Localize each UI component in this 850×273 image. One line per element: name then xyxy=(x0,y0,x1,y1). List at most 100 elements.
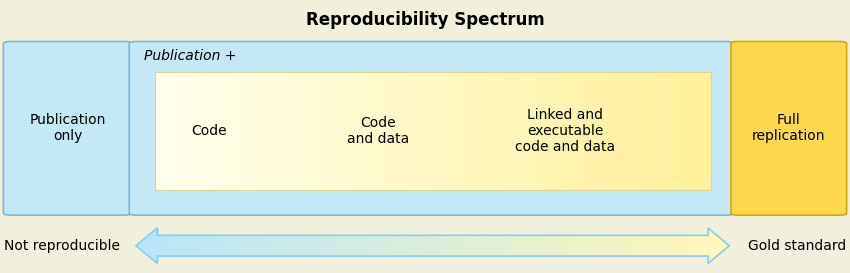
Bar xyxy=(361,235,365,256)
Bar xyxy=(652,72,654,190)
Bar xyxy=(258,235,262,256)
Bar xyxy=(581,72,584,190)
Bar xyxy=(179,235,183,256)
Bar xyxy=(704,72,706,190)
Bar xyxy=(235,235,238,256)
Bar xyxy=(235,72,237,190)
Bar xyxy=(467,235,469,256)
Bar xyxy=(381,72,383,190)
Bar xyxy=(156,72,159,190)
Bar xyxy=(411,235,414,256)
Bar xyxy=(440,235,444,256)
Bar xyxy=(650,235,653,256)
Bar xyxy=(676,235,679,256)
Bar xyxy=(173,235,177,256)
Bar xyxy=(490,72,493,190)
Bar xyxy=(415,235,417,256)
Bar xyxy=(689,72,691,190)
Bar xyxy=(203,72,205,190)
Bar xyxy=(609,235,611,256)
Bar xyxy=(597,235,599,256)
Bar xyxy=(507,72,510,190)
Bar xyxy=(286,235,289,256)
Bar xyxy=(706,72,708,190)
Bar xyxy=(251,235,253,256)
Bar xyxy=(249,72,252,190)
Bar xyxy=(207,235,210,256)
Bar xyxy=(274,72,275,190)
Bar xyxy=(308,235,311,256)
Bar xyxy=(244,72,246,190)
Bar xyxy=(263,235,265,256)
Bar xyxy=(506,72,507,190)
Bar xyxy=(449,235,451,256)
Bar xyxy=(516,235,518,256)
Bar xyxy=(252,72,253,190)
Bar xyxy=(349,72,352,190)
Bar xyxy=(155,72,157,190)
Bar xyxy=(193,235,196,256)
Bar xyxy=(247,72,250,190)
Bar xyxy=(553,235,556,256)
Bar xyxy=(678,72,680,190)
Bar xyxy=(480,235,483,256)
Bar xyxy=(572,72,575,190)
Bar xyxy=(264,72,266,190)
Bar xyxy=(142,241,145,251)
Bar xyxy=(487,72,490,190)
Bar xyxy=(476,235,479,256)
Bar xyxy=(231,235,234,256)
Bar xyxy=(425,235,428,256)
Bar xyxy=(393,235,396,256)
Bar xyxy=(525,235,529,256)
Bar xyxy=(422,72,424,190)
Bar xyxy=(559,72,562,190)
Bar xyxy=(192,72,194,190)
Bar xyxy=(630,72,632,190)
Text: Linked and
executable
code and data: Linked and executable code and data xyxy=(515,108,615,154)
Bar xyxy=(273,235,275,256)
Bar xyxy=(431,235,434,256)
Bar xyxy=(492,72,495,190)
Bar xyxy=(694,235,696,256)
Bar xyxy=(702,72,705,190)
Bar xyxy=(261,235,264,256)
Bar xyxy=(173,72,176,190)
Bar xyxy=(205,235,208,256)
Bar xyxy=(482,235,484,256)
Bar xyxy=(649,235,651,256)
Bar xyxy=(214,72,217,190)
Bar xyxy=(456,72,457,190)
Bar xyxy=(579,235,581,256)
Bar xyxy=(275,72,278,190)
Bar xyxy=(190,72,192,190)
Bar xyxy=(615,72,617,190)
Text: Reproducibility Spectrum: Reproducibility Spectrum xyxy=(306,11,544,29)
Bar xyxy=(427,235,429,256)
Bar xyxy=(140,242,143,249)
Bar xyxy=(581,235,584,256)
Bar xyxy=(272,72,274,190)
Bar xyxy=(355,72,357,190)
Bar xyxy=(164,72,167,190)
Text: Not reproducible: Not reproducible xyxy=(4,239,120,253)
Bar xyxy=(318,235,320,256)
Bar xyxy=(586,72,587,190)
Bar xyxy=(415,72,416,190)
Bar xyxy=(528,72,530,190)
Bar xyxy=(439,235,441,256)
Bar xyxy=(608,72,609,190)
Bar xyxy=(575,235,578,256)
Bar xyxy=(656,235,659,256)
Bar xyxy=(500,235,502,256)
Bar xyxy=(182,235,184,256)
Bar xyxy=(246,72,248,190)
Bar xyxy=(218,72,220,190)
Bar xyxy=(484,235,487,256)
Bar xyxy=(340,235,343,256)
Bar xyxy=(294,235,297,256)
Bar xyxy=(511,72,513,190)
Bar xyxy=(479,72,482,190)
Bar xyxy=(219,235,222,256)
Bar xyxy=(176,235,178,256)
